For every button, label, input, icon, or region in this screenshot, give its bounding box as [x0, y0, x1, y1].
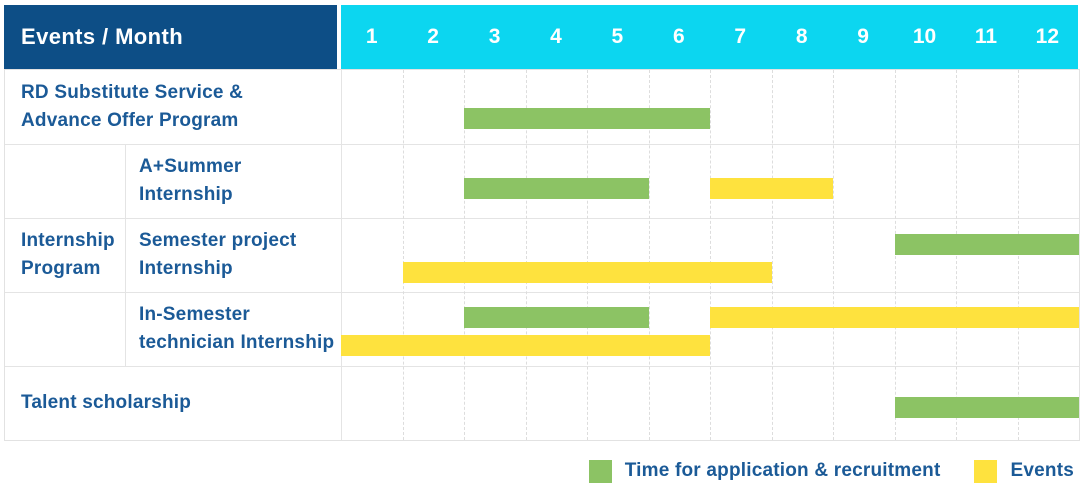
event-period-bar: [341, 335, 710, 356]
month-label-3: 3: [488, 25, 501, 48]
event-period-bar: [710, 178, 833, 199]
event-period-bar: [710, 307, 1079, 328]
application-period-bar: [464, 178, 649, 199]
month-label-9: 9: [857, 25, 869, 48]
row-label: A+Summer Internship: [125, 144, 341, 218]
row-label-line: Semester project: [139, 230, 297, 251]
row-label: Semester project Internship: [125, 218, 341, 292]
legend: Time for application & recruitment Event…: [588, 459, 1074, 483]
application-period-bar: [894, 234, 1079, 255]
legend-application-swatch-icon: [588, 459, 612, 483]
row-label-line: technician Internship: [139, 332, 335, 353]
legend-events-swatch-icon: [974, 459, 998, 483]
month-gridline: [402, 70, 404, 440]
schedule-grid: Internship Program RD Substitute Service &…: [4, 69, 1080, 441]
month-label-12: 12: [1035, 25, 1060, 48]
row-label: Talent scholarship: [5, 366, 341, 440]
month-gridline: [525, 70, 527, 440]
month-label-8: 8: [795, 25, 808, 48]
month-gridline: [956, 70, 957, 440]
event-period-bar: [402, 262, 772, 283]
month-label-1: 1: [365, 25, 378, 48]
month-label-5: 5: [611, 25, 624, 48]
row-divider: [5, 218, 1079, 219]
row-label-line: Internship: [139, 258, 233, 279]
month-gridline: [587, 70, 588, 440]
row-divider: [5, 144, 1079, 145]
month-label-4: 4: [550, 25, 562, 48]
row-label-line: Advance Offer Program: [21, 110, 239, 131]
row-label-line: RD Substitute Service &: [21, 82, 244, 103]
application-period-bar: [464, 307, 649, 328]
month-gridline: [1017, 70, 1019, 440]
month-label-10: 10: [912, 25, 937, 48]
month-gridline: [710, 70, 711, 440]
header-title: Events / Month: [21, 24, 184, 49]
month-gridline: [648, 70, 650, 440]
legend-events-label: Events: [1010, 460, 1074, 481]
month-label-7: 7: [734, 25, 747, 48]
month-label-6: 6: [672, 25, 685, 48]
month-label-11: 11: [974, 25, 998, 48]
application-period-bar: [464, 108, 710, 129]
month-label-2: 2: [427, 25, 439, 48]
row-divider: [5, 292, 1079, 293]
application-period-bar: [894, 397, 1079, 418]
label-month-divider: [341, 70, 342, 440]
row-divider: [5, 366, 1079, 367]
month-gridline: [464, 70, 465, 440]
header-events-month-cell: Events / Month: [4, 5, 337, 69]
legend-application-label: Time for application & recruitment: [624, 460, 941, 481]
row-label-line: Internship: [139, 184, 233, 205]
month-header-row: 1 2 3 4 5 6 7 8 9 10 11 12: [341, 5, 1078, 69]
month-gridline: [833, 70, 834, 440]
row-label-line: A+Summer: [139, 156, 242, 177]
group-label-line: Program: [21, 258, 101, 279]
group-label-internship-program: Internship Program: [5, 144, 125, 366]
row-label: In-Semester technician Internship: [125, 292, 341, 366]
row-label: RD Substitute Service & Advance Offer Pro…: [5, 70, 341, 144]
row-label-line: In-Semester: [139, 304, 250, 325]
group-sub-divider: [125, 144, 126, 366]
month-gridline: [771, 70, 773, 440]
month-gridline: [894, 70, 896, 440]
group-label-line: Internship: [21, 230, 115, 251]
row-label-line: Talent scholarship: [21, 392, 192, 413]
